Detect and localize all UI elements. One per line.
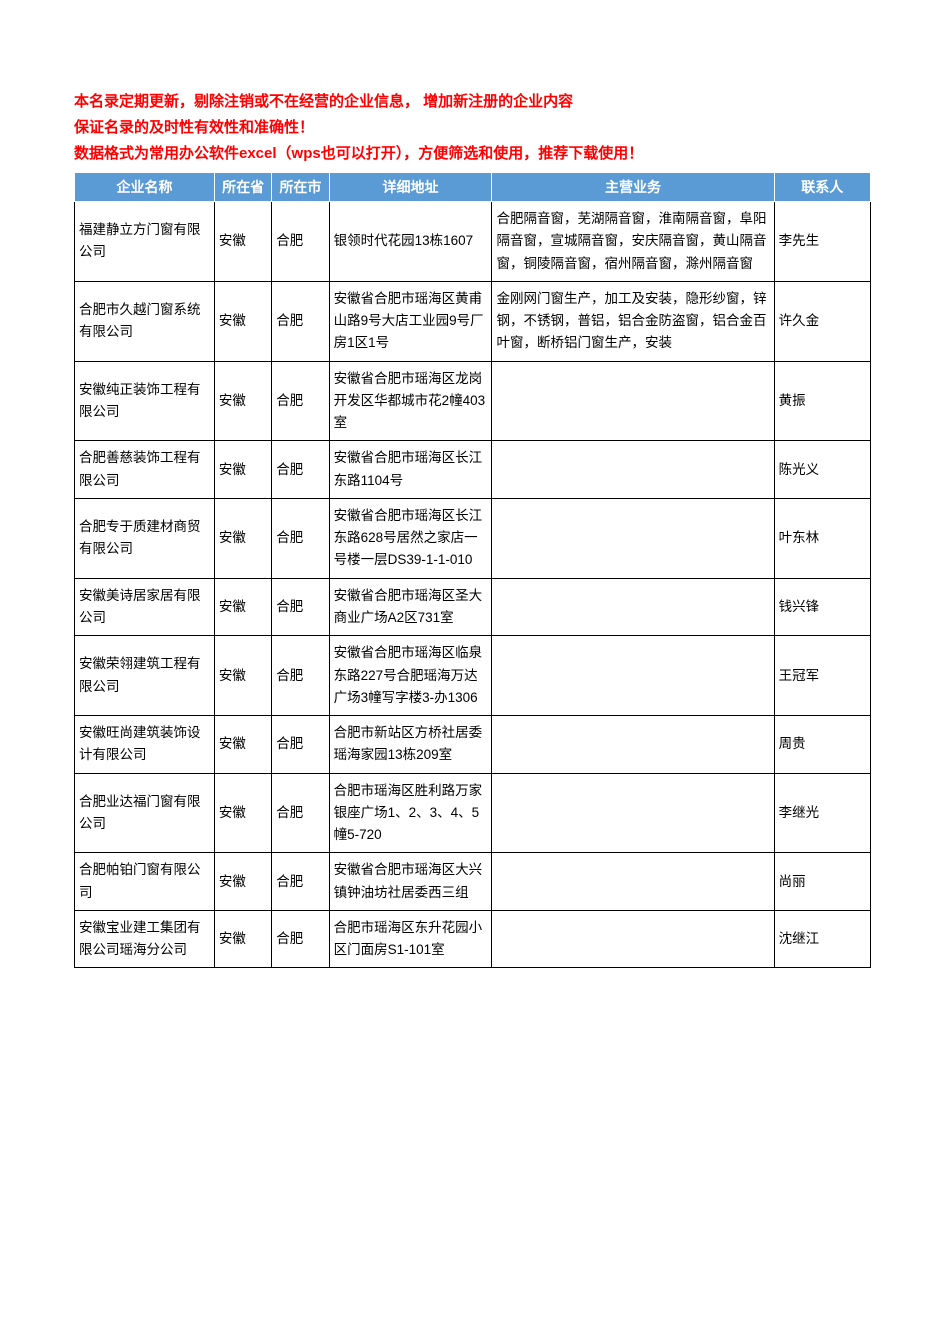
- cell-province: 安徽: [214, 910, 271, 968]
- cell-province: 安徽: [214, 281, 271, 361]
- cell-city: 合肥: [272, 578, 329, 636]
- company-table: 企业名称 所在省 所在市 详细地址 主营业务 联系人 福建静立方门窗有限公司安徽…: [74, 172, 871, 968]
- cell-province: 安徽: [214, 361, 271, 441]
- cell-address: 安徽省合肥市瑶海区圣大商业广场A2区731室: [329, 578, 492, 636]
- cell-province: 安徽: [214, 773, 271, 853]
- cell-name: 安徽宝业建工集团有限公司瑶海分公司: [75, 910, 215, 968]
- cell-contact: 尚丽: [774, 853, 870, 911]
- cell-address: 合肥市新站区方桥社居委瑶海家园13栋209室: [329, 716, 492, 774]
- cell-city: 合肥: [272, 853, 329, 911]
- cell-name: 合肥善慈装饰工程有限公司: [75, 441, 215, 499]
- table-row: 福建静立方门窗有限公司安徽合肥银领时代花园13栋1607合肥隔音窗，芜湖隔音窗，…: [75, 202, 871, 282]
- cell-name: 合肥市久越门窗系统有限公司: [75, 281, 215, 361]
- cell-address: 安徽省合肥市瑶海区长江东路1104号: [329, 441, 492, 499]
- cell-contact: 周贵: [774, 716, 870, 774]
- cell-name: 福建静立方门窗有限公司: [75, 202, 215, 282]
- cell-contact: 钱兴锋: [774, 578, 870, 636]
- cell-contact: 王冠军: [774, 636, 870, 716]
- cell-city: 合肥: [272, 361, 329, 441]
- intro-line-3: 数据格式为常用办公软件excel（wps也可以打开），方便筛选和使用，推荐下载使…: [74, 142, 871, 166]
- col-header-business: 主营业务: [492, 173, 774, 202]
- col-header-province: 所在省: [214, 173, 271, 202]
- cell-business: 金刚网门窗生产，加工及安装，隐形纱窗，锌钢，不锈钢，普铝，铝合金防盗窗，铝合金百…: [492, 281, 774, 361]
- cell-city: 合肥: [272, 773, 329, 853]
- cell-address: 安徽省合肥市瑶海区龙岗开发区华都城市花2幢403室: [329, 361, 492, 441]
- cell-business: [492, 361, 774, 441]
- cell-province: 安徽: [214, 498, 271, 578]
- cell-address: 合肥市瑶海区胜利路万家银座广场1、2、3、4、5幢5-720: [329, 773, 492, 853]
- intro-line-2: 保证名录的及时性有效性和准确性！: [74, 116, 871, 140]
- table-row: 安徽宝业建工集团有限公司瑶海分公司安徽合肥合肥市瑶海区东升花园小区门面房S1-1…: [75, 910, 871, 968]
- table-header-row: 企业名称 所在省 所在市 详细地址 主营业务 联系人: [75, 173, 871, 202]
- cell-province: 安徽: [214, 636, 271, 716]
- table-row: 合肥帕铂门窗有限公司安徽合肥安徽省合肥市瑶海区大兴镇钟油坊社居委西三组 尚丽: [75, 853, 871, 911]
- table-row: 合肥善慈装饰工程有限公司安徽合肥安徽省合肥市瑶海区长江东路1104号 陈光义: [75, 441, 871, 499]
- cell-business: [492, 636, 774, 716]
- col-header-address: 详细地址: [329, 173, 492, 202]
- cell-contact: 李先生: [774, 202, 870, 282]
- cell-address: 银领时代花园13栋1607: [329, 202, 492, 282]
- cell-name: 合肥专于质建材商贸有限公司: [75, 498, 215, 578]
- cell-contact: 黄振: [774, 361, 870, 441]
- cell-city: 合肥: [272, 202, 329, 282]
- cell-address: 安徽省合肥市瑶海区黄甫山路9号大店工业园9号厂房1区1号: [329, 281, 492, 361]
- cell-contact: 沈继江: [774, 910, 870, 968]
- col-header-city: 所在市: [272, 173, 329, 202]
- cell-name: 安徽旺尚建筑装饰设计有限公司: [75, 716, 215, 774]
- cell-business: [492, 716, 774, 774]
- table-row: 合肥业达福门窗有限公司安徽合肥合肥市瑶海区胜利路万家银座广场1、2、3、4、5幢…: [75, 773, 871, 853]
- cell-contact: 叶东林: [774, 498, 870, 578]
- table-row: 合肥市久越门窗系统有限公司安徽合肥安徽省合肥市瑶海区黄甫山路9号大店工业园9号厂…: [75, 281, 871, 361]
- col-header-name: 企业名称: [75, 173, 215, 202]
- table-row: 合肥专于质建材商贸有限公司安徽合肥安徽省合肥市瑶海区长江东路628号居然之家店一…: [75, 498, 871, 578]
- cell-name: 合肥业达福门窗有限公司: [75, 773, 215, 853]
- cell-business: [492, 910, 774, 968]
- cell-address: 安徽省合肥市瑶海区长江东路628号居然之家店一号楼一层DS39-1-1-010: [329, 498, 492, 578]
- cell-city: 合肥: [272, 910, 329, 968]
- cell-business: 合肥隔音窗，芜湖隔音窗，淮南隔音窗，阜阳隔音窗，宣城隔音窗，安庆隔音窗，黄山隔音…: [492, 202, 774, 282]
- cell-name: 安徽美诗居家居有限公司: [75, 578, 215, 636]
- cell-province: 安徽: [214, 578, 271, 636]
- cell-contact: 陈光义: [774, 441, 870, 499]
- cell-name: 安徽纯正装饰工程有限公司: [75, 361, 215, 441]
- cell-city: 合肥: [272, 636, 329, 716]
- cell-address: 安徽省合肥市瑶海区临泉东路227号合肥瑶海万达广场3幢写字楼3-办1306: [329, 636, 492, 716]
- cell-city: 合肥: [272, 716, 329, 774]
- cell-contact: 许久金: [774, 281, 870, 361]
- table-row: 安徽旺尚建筑装饰设计有限公司安徽合肥合肥市新站区方桥社居委瑶海家园13栋209室…: [75, 716, 871, 774]
- intro-line-1: 本名录定期更新，剔除注销或不在经营的企业信息， 增加新注册的企业内容: [74, 90, 871, 114]
- cell-address: 合肥市瑶海区东升花园小区门面房S1-101室: [329, 910, 492, 968]
- table-row: 安徽美诗居家居有限公司安徽合肥安徽省合肥市瑶海区圣大商业广场A2区731室 钱兴锋: [75, 578, 871, 636]
- cell-city: 合肥: [272, 441, 329, 499]
- cell-business: [492, 853, 774, 911]
- cell-city: 合肥: [272, 498, 329, 578]
- col-header-contact: 联系人: [774, 173, 870, 202]
- cell-province: 安徽: [214, 441, 271, 499]
- cell-address: 安徽省合肥市瑶海区大兴镇钟油坊社居委西三组: [329, 853, 492, 911]
- cell-province: 安徽: [214, 716, 271, 774]
- cell-name: 合肥帕铂门窗有限公司: [75, 853, 215, 911]
- cell-province: 安徽: [214, 853, 271, 911]
- cell-contact: 李继光: [774, 773, 870, 853]
- cell-business: [492, 578, 774, 636]
- cell-province: 安徽: [214, 202, 271, 282]
- cell-business: [492, 773, 774, 853]
- cell-business: [492, 498, 774, 578]
- table-row: 安徽荣翎建筑工程有限公司安徽合肥安徽省合肥市瑶海区临泉东路227号合肥瑶海万达广…: [75, 636, 871, 716]
- cell-name: 安徽荣翎建筑工程有限公司: [75, 636, 215, 716]
- cell-city: 合肥: [272, 281, 329, 361]
- table-row: 安徽纯正装饰工程有限公司安徽合肥安徽省合肥市瑶海区龙岗开发区华都城市花2幢403…: [75, 361, 871, 441]
- cell-business: [492, 441, 774, 499]
